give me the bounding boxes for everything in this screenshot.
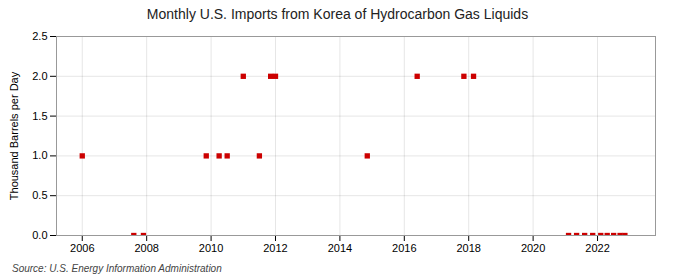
- svg-text:2018: 2018: [456, 242, 480, 254]
- svg-text:2008: 2008: [134, 242, 158, 254]
- svg-text:2006: 2006: [70, 242, 94, 254]
- svg-text:2020: 2020: [521, 242, 545, 254]
- html-text:Monthly U.S. Imports from Kore: Monthly U.S. Imports from Korea of Hydro…: [146, 6, 529, 22]
- svg-text:2012: 2012: [263, 242, 287, 254]
- svg-text:1.5: 1.5: [32, 110, 47, 122]
- svg-text:2016: 2016: [392, 242, 416, 254]
- svg-text:2022: 2022: [585, 242, 609, 254]
- svg-text:2010: 2010: [199, 242, 223, 254]
- svg-text:2014: 2014: [328, 242, 352, 254]
- svg-text:0.5: 0.5: [32, 189, 47, 201]
- svg-text:2.0: 2.0: [32, 70, 47, 82]
- svg-text:2.5: 2.5: [32, 30, 47, 42]
- svg-text:0.0: 0.0: [32, 229, 47, 241]
- svg-text:Thousand Barrels per Day: Thousand Barrels per Day: [8, 71, 20, 200]
- html-text:Source: U.S. Energy Informatio: Source: U.S. Energy Information Administ…: [12, 263, 222, 274]
- svg-text:1.0: 1.0: [32, 149, 47, 161]
